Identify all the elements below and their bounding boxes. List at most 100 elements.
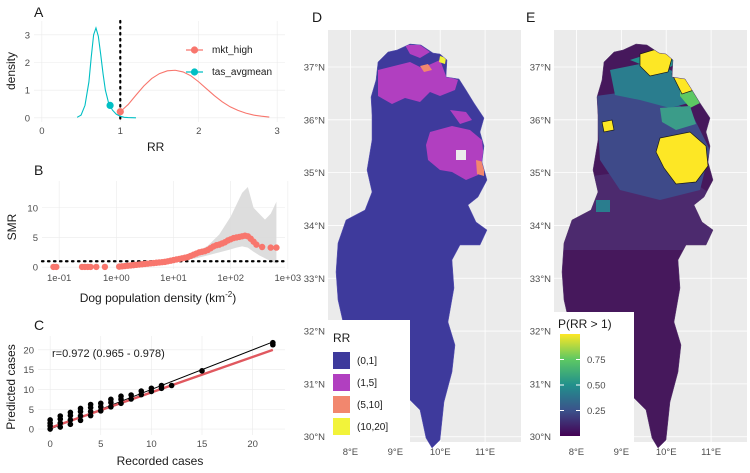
- panel-a-legend: mkt_high tas_avgmean: [186, 45, 272, 78]
- panel-c-point: [57, 420, 64, 426]
- panel-a-density-line-tas-avgmean: [76, 26, 136, 119]
- panel-d-lon-tick-label: 10°E: [430, 447, 451, 458]
- region-mahdia-rr-5-10: [476, 160, 484, 176]
- panel-c-ticks: 0 0 5 5 10 10 15 15 20 20: [23, 345, 257, 450]
- region-tunis-rr-10-20: [439, 56, 446, 64]
- panel-a-xtick-label: 1: [118, 126, 123, 137]
- panel-b-point: [273, 244, 280, 251]
- panel-c-gridlines: [38, 336, 285, 435]
- panel-a-ticks: 0 1 2 3 0 1 2 3: [25, 30, 280, 137]
- panel-a-ylabel: density: [4, 52, 18, 90]
- legend-marker-tas-avgmean: [190, 68, 199, 76]
- panel-e-colorbar: P(RR > 1) 0.25 0.50 0.75: [552, 312, 634, 442]
- panel-b-xtick-label: 1e+00: [103, 273, 130, 284]
- panel-e-lat-tick-label: 37°N: [530, 62, 551, 73]
- panel-e-lat-tick-label: 30°N: [530, 432, 551, 443]
- panel-b-xtick-label: 1e+01: [160, 273, 187, 284]
- panel-d-legend: RR (0,1] (1,5] (5,10] (10,20]: [326, 320, 410, 442]
- panel-e: E 8°E 9°E 10°E 11°E 30°N 31°N 32°N 33°N 34°N 35°N…: [526, 9, 747, 458]
- panel-c-point: [158, 382, 165, 389]
- panel-c-point: [47, 417, 53, 423]
- panel-b-point: [253, 241, 260, 248]
- panel-e-lon-tick-label: 11°E: [701, 447, 721, 458]
- panel-a-density-line-mkt-high: [119, 69, 270, 118]
- panel-b-point: [53, 263, 60, 271]
- region-bizerte-rr-1-5: [405, 45, 430, 58]
- legend-d-swatch-0-1: [333, 352, 350, 369]
- panel-a-point-mkt-high: [116, 108, 124, 116]
- legend-label-mkt-high: mkt_high: [212, 45, 253, 56]
- legend-d-swatch-1-5: [333, 374, 350, 391]
- panel-b-xtick-label: 1e-01: [47, 273, 71, 284]
- panel-a-xlabel: RR: [147, 140, 165, 154]
- panel-d-lat-tick-label: 37°N: [304, 62, 325, 73]
- panel-b-xtick-label: 1e+02: [217, 273, 244, 284]
- panel-c-point: [168, 382, 175, 389]
- panel-d: D 8°E 9°E 10°E 11°E 30°N 31°N 32°N 33°N 34°N 35°N…: [304, 9, 521, 458]
- panel-c-point: [118, 393, 124, 399]
- panel-c-point: [118, 400, 124, 407]
- panel-e-lat-tick-label: 34°N: [530, 221, 551, 232]
- panel-b-label: B: [34, 162, 43, 178]
- panel-b-confidence-ribbon: [173, 186, 277, 264]
- panel-c-ytick-label: 5: [29, 405, 34, 416]
- panel-b-xlabel-end: ): [232, 291, 236, 305]
- panel-c-ytick-label: 0: [29, 425, 34, 436]
- panel-c-point: [87, 401, 94, 408]
- panel-c-point: [77, 405, 84, 412]
- panel-b-ytick-label: 10: [27, 203, 38, 214]
- colorbar-e-tick-label: 0.75: [587, 355, 606, 366]
- panel-c-point: [97, 408, 104, 414]
- panel-e-lat-tick-label: 35°N: [530, 168, 551, 179]
- panel-e-lat-tick-label: 32°N: [530, 327, 551, 338]
- panel-c-ytick-label: 10: [23, 385, 34, 396]
- panel-b-ytick-label: 5: [33, 233, 38, 244]
- panel-b-point: [93, 263, 100, 271]
- panel-e-label: E: [526, 9, 535, 25]
- panel-c-point: [57, 424, 64, 430]
- panel-c-ylabel: Predicted cases: [4, 344, 18, 429]
- region-north-rr-1-5: [378, 60, 458, 104]
- colorbar-e-ticks: 0.25 0.50 0.75: [560, 355, 606, 417]
- colorbar-e-tick-label: 0.25: [587, 406, 606, 417]
- panel-c-point: [87, 408, 94, 415]
- panel-c-point: [128, 392, 134, 398]
- panel-c-point: [77, 417, 84, 424]
- panel-d-lat-tick-label: 32°N: [304, 327, 325, 338]
- panel-c-point: [199, 368, 205, 374]
- panel-e-lat-tick-label: 36°N: [530, 115, 551, 126]
- panel-b-point: [101, 263, 109, 271]
- panel-c-marks: [47, 339, 276, 432]
- panel-b-xlabel-superscript: -2: [225, 290, 233, 299]
- panel-e-axis-ticks: 8°E 9°E 10°E 11°E 30°N 31°N 32°N 33°N 34°N 35°N 36…: [530, 62, 721, 458]
- panel-c-xtick-label: 20: [247, 439, 258, 450]
- panel-c-xtick-label: 15: [197, 439, 208, 450]
- panel-d-lat-tick-label: 30°N: [304, 432, 325, 443]
- panel-a-xtick-label: 3: [275, 126, 280, 137]
- panel-d-lon-tick-label: 11°E: [475, 447, 495, 458]
- panel-b-ylabel: SMR: [5, 213, 19, 240]
- panel-c-point: [87, 412, 94, 419]
- panel-a-ytick-label: 3: [25, 30, 30, 41]
- panel-d-lat-tick-label: 36°N: [304, 115, 325, 126]
- panel-b: B 1e-01 1e+00 1e+01 1e+02 1e+03 0 5 10 Dog popu…: [5, 162, 301, 305]
- panel-d-lat-tick-label: 34°N: [304, 221, 325, 232]
- region-tunis-rr-5-10: [420, 64, 432, 72]
- legend-d-label-10-20: (10,20]: [357, 422, 388, 433]
- panel-e-lon-tick-label: 10°E: [656, 447, 677, 458]
- legend-d-title: RR: [333, 331, 351, 345]
- panel-c-point: [108, 404, 114, 410]
- region-sahel-north-rr-1-5: [450, 110, 472, 124]
- legend-d-label-5-10: (5,10]: [357, 400, 383, 411]
- panel-c-point: [57, 413, 64, 419]
- panel-a-plot-area: [34, 21, 285, 122]
- colorbar-e-gradient: [560, 334, 580, 436]
- colorbar-e-title: P(RR > 1): [558, 317, 612, 331]
- panel-c-point: [138, 388, 145, 394]
- panel-a-label: A: [34, 4, 44, 20]
- panel-d-lon-tick-label: 9°E: [388, 447, 403, 458]
- panel-a-xtick-label: 2: [196, 126, 201, 137]
- panel-c-point: [148, 385, 155, 392]
- legend-label-tas-avgmean: tas_avgmean: [212, 67, 272, 78]
- panel-c-point: [77, 413, 84, 419]
